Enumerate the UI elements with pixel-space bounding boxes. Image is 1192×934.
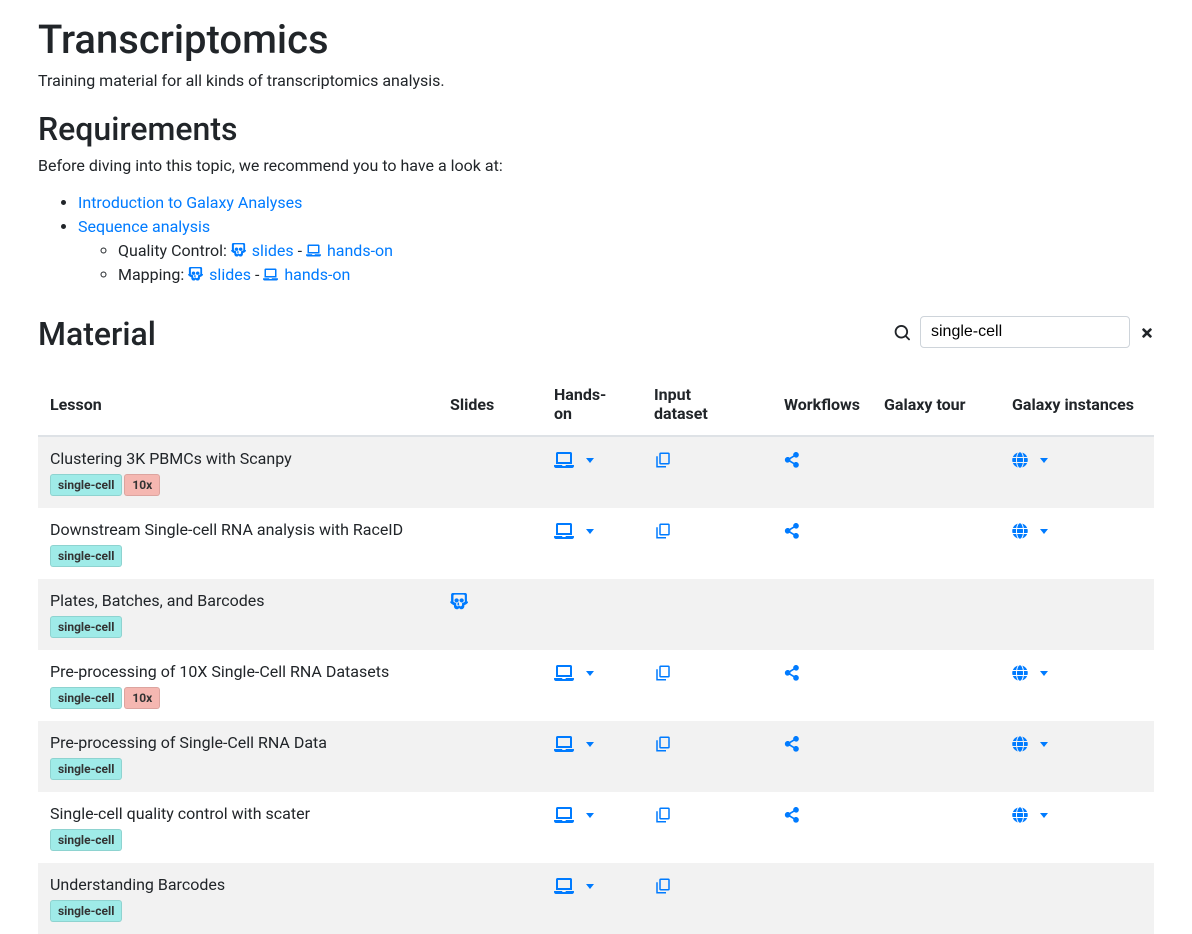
tag-10x[interactable]: 10x (124, 474, 160, 496)
instances-link[interactable] (1012, 520, 1028, 541)
material-heading: Material (38, 315, 894, 353)
lesson-title: Single-cell quality control with scater (50, 804, 426, 823)
link-sequence-analysis[interactable]: Sequence analysis (78, 217, 210, 236)
link-intro-galaxy[interactable]: Introduction to Galaxy Analyses (78, 193, 302, 212)
workflow-link[interactable] (784, 733, 800, 754)
list-item: Introduction to Galaxy Analyses (78, 191, 1154, 215)
workflow-link[interactable] (784, 662, 800, 683)
caret-down-icon[interactable] (586, 458, 594, 463)
table-row: Downstream Single-cell RNA analysis with… (38, 508, 1154, 579)
page-subtitle: Training material for all kinds of trans… (38, 71, 1154, 90)
caret-down-icon[interactable] (1040, 458, 1048, 463)
list-item: Quality Control: slides - hands-on (118, 239, 1154, 263)
page-title: Transcriptomics (38, 16, 1154, 63)
tag-single-cell[interactable]: single-cell (50, 758, 122, 780)
qc-label: Quality Control: (118, 241, 227, 260)
separator: - (298, 241, 306, 260)
laptop-icon (306, 243, 321, 258)
mapping-handson-link[interactable]: hands-on (263, 265, 350, 284)
input-dataset-link[interactable] (654, 875, 672, 896)
requirements-heading: Requirements (38, 110, 1154, 148)
col-tour: Galaxy tour (872, 373, 992, 436)
requirements-intro: Before diving into this topic, we recomm… (38, 156, 1154, 175)
caret-down-icon[interactable] (586, 884, 594, 889)
lesson-title: Pre-processing of Single-Cell RNA Data (50, 733, 426, 752)
table-row: Plates, Batches, and Barcodes single-cell (38, 579, 1154, 650)
table-row: Pre-processing of Single-Cell RNA Data si… (38, 721, 1154, 792)
slideshare-icon (231, 243, 246, 258)
qc-handson-link[interactable]: hands-on (306, 241, 393, 260)
mapping-slides-link[interactable]: slides (188, 265, 255, 284)
col-handson: Hands-on (514, 373, 624, 436)
workflow-link[interactable] (784, 520, 800, 541)
input-dataset-link[interactable] (654, 520, 672, 541)
tag-single-cell[interactable]: single-cell (50, 616, 122, 638)
slides-text: slides (252, 241, 294, 260)
caret-down-icon[interactable] (586, 813, 594, 818)
col-input: Input dataset (624, 373, 754, 436)
handson-link[interactable] (554, 449, 574, 470)
workflow-link[interactable] (784, 804, 800, 825)
tag-10x[interactable]: 10x (124, 687, 160, 709)
table-row: Clustering 3K PBMCs with Scanpy single-ce… (38, 436, 1154, 508)
search-icon (894, 323, 910, 342)
handson-link[interactable] (554, 662, 574, 683)
instances-link[interactable] (1012, 733, 1028, 754)
search-input[interactable] (920, 316, 1130, 348)
col-lesson: Lesson (38, 373, 438, 436)
col-workflows: Workflows (754, 373, 872, 436)
caret-down-icon[interactable] (1040, 813, 1048, 818)
input-dataset-link[interactable] (654, 449, 672, 470)
table-row: Single-cell quality control with scater s… (38, 792, 1154, 863)
handson-link[interactable] (554, 804, 574, 825)
lesson-title: Clustering 3K PBMCs with Scanpy (50, 449, 426, 468)
workflow-link[interactable] (784, 449, 800, 470)
slides-text: slides (209, 265, 251, 284)
caret-down-icon[interactable] (1040, 529, 1048, 534)
instances-link[interactable] (1012, 662, 1028, 683)
handson-link[interactable] (554, 875, 574, 896)
qc-slides-link[interactable]: slides (231, 241, 298, 260)
input-dataset-link[interactable] (654, 733, 672, 754)
col-slides: Slides (438, 373, 514, 436)
tag-single-cell[interactable]: single-cell (50, 829, 122, 851)
tag-single-cell[interactable]: single-cell (50, 900, 122, 922)
instances-link[interactable] (1012, 449, 1028, 470)
caret-down-icon[interactable] (586, 742, 594, 747)
lesson-title: Pre-processing of 10X Single-Cell RNA Da… (50, 662, 426, 681)
material-table: Lesson Slides Hands-on Input dataset Wor… (38, 373, 1154, 934)
instances-link[interactable] (1012, 804, 1028, 825)
slideshare-icon (188, 267, 203, 282)
laptop-icon (263, 267, 278, 282)
caret-down-icon[interactable] (1040, 671, 1048, 676)
lesson-title: Downstream Single-cell RNA analysis with… (50, 520, 426, 539)
lesson-title: Plates, Batches, and Barcodes (50, 591, 426, 610)
tag-single-cell[interactable]: single-cell (50, 474, 122, 496)
handson-text: hands-on (284, 265, 350, 284)
tag-single-cell[interactable]: single-cell (50, 545, 122, 567)
handson-text: hands-on (327, 241, 393, 260)
list-item: Sequence analysis Quality Control: slide… (78, 215, 1154, 287)
caret-down-icon[interactable] (586, 529, 594, 534)
mapping-label: Mapping: (118, 265, 184, 284)
slides-link[interactable] (450, 591, 468, 612)
caret-down-icon[interactable] (1040, 742, 1048, 747)
input-dataset-link[interactable] (654, 804, 672, 825)
clear-search-icon[interactable] (1140, 323, 1154, 342)
caret-down-icon[interactable] (586, 671, 594, 676)
handson-link[interactable] (554, 520, 574, 541)
handson-link[interactable] (554, 733, 574, 754)
lesson-title: Understanding Barcodes (50, 875, 426, 894)
input-dataset-link[interactable] (654, 662, 672, 683)
tag-single-cell[interactable]: single-cell (50, 687, 122, 709)
table-row: Pre-processing of 10X Single-Cell RNA Da… (38, 650, 1154, 721)
requirements-list: Introduction to Galaxy Analyses Sequence… (38, 191, 1154, 287)
col-instances: Galaxy instances (992, 373, 1154, 436)
list-item: Mapping: slides - hands-on (118, 263, 1154, 287)
table-row: Understanding Barcodes single-cell (38, 863, 1154, 934)
